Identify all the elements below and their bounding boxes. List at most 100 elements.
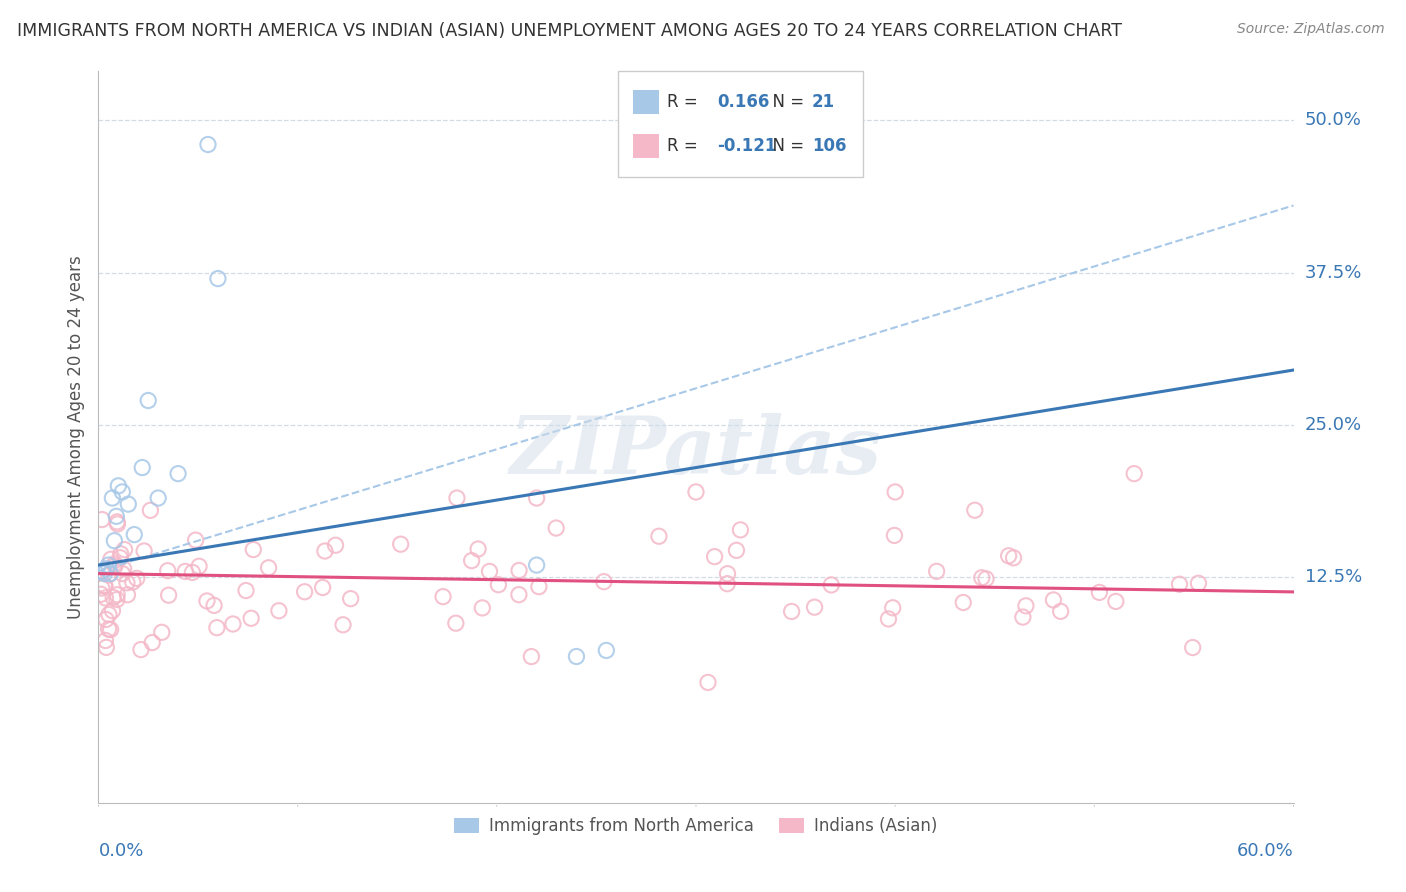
Point xyxy=(697,675,720,690)
Point xyxy=(970,571,993,585)
Point xyxy=(1012,610,1035,624)
Point xyxy=(325,538,347,552)
Point xyxy=(96,562,118,576)
FancyBboxPatch shape xyxy=(619,71,863,178)
Point xyxy=(97,568,120,582)
Point xyxy=(104,557,127,571)
Point xyxy=(111,485,134,500)
Point xyxy=(197,137,219,152)
Point xyxy=(141,635,163,649)
Point xyxy=(963,503,986,517)
Point xyxy=(339,591,361,606)
Text: Source: ZipAtlas.com: Source: ZipAtlas.com xyxy=(1237,22,1385,37)
Point xyxy=(105,592,128,607)
Point xyxy=(101,604,124,618)
Point xyxy=(508,564,530,578)
Point xyxy=(105,515,128,529)
Point xyxy=(207,271,229,285)
Point xyxy=(1042,593,1064,607)
Point xyxy=(235,583,257,598)
Legend: Immigrants from North America, Indians (Asian): Immigrants from North America, Indians (… xyxy=(447,811,945,842)
Point xyxy=(94,579,117,593)
Point xyxy=(1181,640,1204,655)
Point xyxy=(202,599,225,613)
Point xyxy=(432,590,454,604)
Point xyxy=(1187,576,1209,591)
Point xyxy=(257,561,280,575)
Point xyxy=(997,549,1019,563)
Point xyxy=(195,594,218,608)
Point xyxy=(94,612,117,626)
Point xyxy=(1015,599,1038,613)
Point xyxy=(565,649,588,664)
Point xyxy=(157,588,180,602)
Point xyxy=(546,521,568,535)
Point xyxy=(725,543,748,558)
Point xyxy=(167,467,190,481)
Point xyxy=(90,581,112,595)
Point xyxy=(148,491,170,505)
Point xyxy=(267,604,290,618)
Point xyxy=(91,512,114,526)
Point xyxy=(150,625,173,640)
Point xyxy=(240,611,263,625)
Point xyxy=(188,559,211,574)
Point xyxy=(222,617,245,632)
Point xyxy=(114,542,136,557)
FancyBboxPatch shape xyxy=(633,90,659,114)
Point xyxy=(96,640,118,655)
Text: 21: 21 xyxy=(811,93,835,112)
Point xyxy=(478,565,501,579)
Point xyxy=(508,588,530,602)
Point xyxy=(526,558,548,573)
Point xyxy=(1002,550,1025,565)
Point xyxy=(184,533,207,547)
Text: 60.0%: 60.0% xyxy=(1237,842,1294,860)
Point xyxy=(97,622,120,636)
Point xyxy=(97,607,120,622)
Text: N =: N = xyxy=(762,137,808,155)
Point xyxy=(1088,585,1111,599)
Point xyxy=(952,595,974,609)
Point xyxy=(460,553,482,567)
Point xyxy=(882,600,904,615)
Point xyxy=(1105,594,1128,608)
Point xyxy=(105,509,128,524)
Point xyxy=(526,491,548,505)
Text: R =: R = xyxy=(668,93,703,112)
Point xyxy=(103,533,125,548)
Point xyxy=(467,541,489,556)
Point xyxy=(877,612,900,626)
Point xyxy=(101,491,124,505)
Point xyxy=(314,544,336,558)
Point xyxy=(820,578,842,592)
Text: 0.0%: 0.0% xyxy=(98,842,143,860)
Text: N =: N = xyxy=(762,93,808,112)
Point xyxy=(117,497,139,511)
Point xyxy=(294,584,316,599)
Text: 37.5%: 37.5% xyxy=(1305,263,1362,282)
Point xyxy=(803,600,825,615)
Point xyxy=(156,564,179,578)
Point xyxy=(101,591,124,605)
Point xyxy=(112,562,135,576)
Text: 0.166: 0.166 xyxy=(717,93,770,112)
Point xyxy=(121,574,143,589)
Point xyxy=(132,544,155,558)
Text: -0.121: -0.121 xyxy=(717,137,778,155)
Point xyxy=(925,565,948,579)
Point xyxy=(105,588,128,602)
Point xyxy=(446,491,468,505)
Point xyxy=(94,633,117,648)
Point xyxy=(110,547,132,561)
Point xyxy=(527,580,550,594)
Point xyxy=(129,642,152,657)
Point xyxy=(648,529,671,543)
Point xyxy=(685,485,707,500)
Point xyxy=(883,528,905,542)
Point xyxy=(1049,604,1071,618)
Point xyxy=(703,549,725,564)
Text: 50.0%: 50.0% xyxy=(1305,112,1361,129)
Point xyxy=(107,516,129,531)
Text: R =: R = xyxy=(668,137,703,155)
